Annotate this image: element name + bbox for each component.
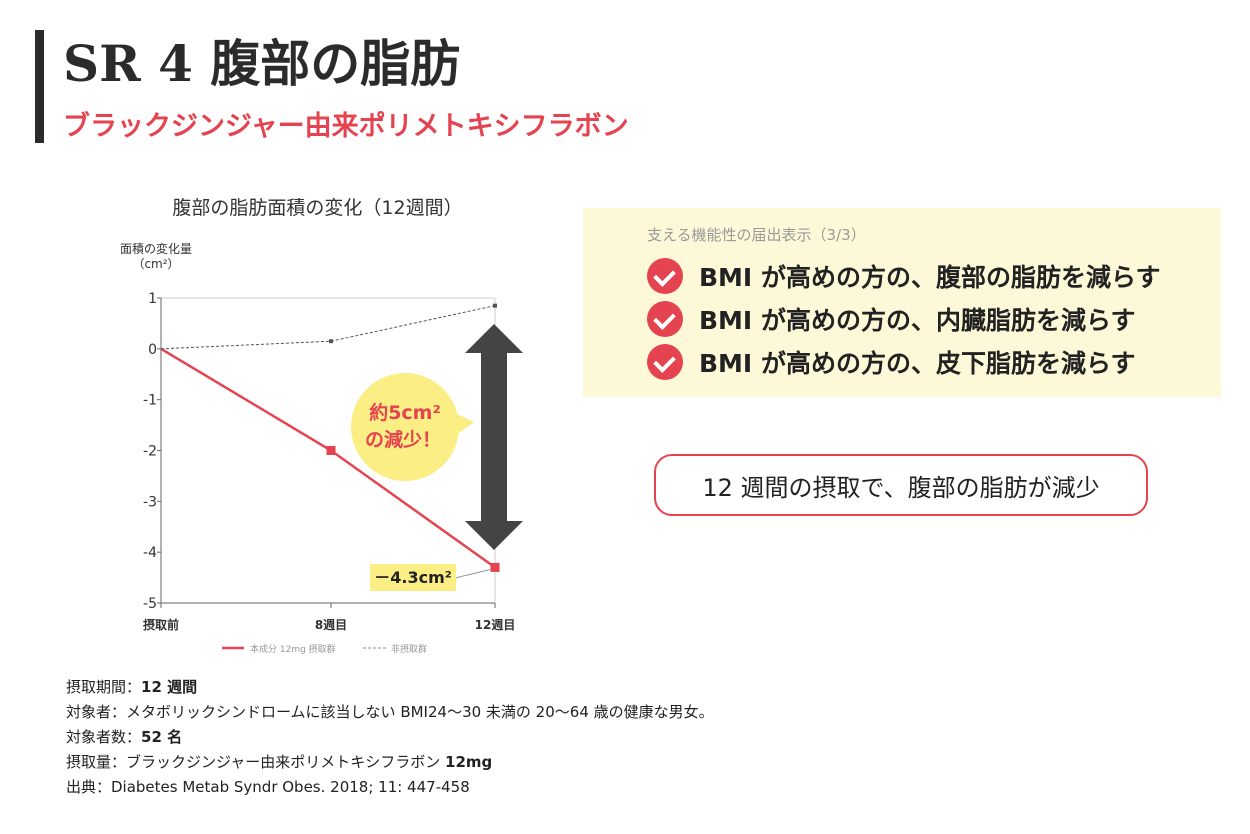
chart-title: 腹部の脂肪面積の変化（12週間） [172,197,463,219]
study-notes: 摂取期間：12 週間 対象者：メタボリックシンドロームに該当しない BMI24〜… [66,675,714,800]
page-subtitle: ブラックジンジャー由来ポリメトキシフラボン [63,111,629,142]
note-subjects: 対象者：メタボリックシンドロームに該当しない BMI24〜30 未満の 20〜6… [66,703,714,721]
y-tick-label: -5 [143,596,157,612]
callout-leader [454,568,492,579]
y-tick-label: -1 [143,393,157,409]
note-source: 出典：Diabetes Metab Syndr Obes. 2018; 11: … [66,778,470,796]
claim-text: BMI が高めの方の、皮下脂肪を減らす [699,349,1136,378]
claim-text: BMI が高めの方の、内臓脂肪を減らす [699,306,1136,335]
legend-label: 非摂取群 [391,643,427,655]
y-tick-label: -4 [143,545,157,561]
note-count: 対象者数：52 名 [66,728,183,746]
x-tick-label: 8週目 [315,617,347,632]
difference-arrow [465,324,523,550]
check-icon [647,344,683,380]
check-icon [647,258,683,294]
data-point [493,303,497,308]
y-axis-unit: （cm²） [132,257,179,271]
claims-panel: 支える機能性の届出表示（3/3） BMI が高めの方の、腹部の脂肪を減らす BM… [583,208,1221,397]
claim-item: BMI が高めの方の、内臓脂肪を減らす [647,301,1135,337]
note-period: 摂取期間：12 週間 [66,678,198,696]
check-icon [647,301,683,337]
note-dose: 摂取量：ブラックジンジャー由来ポリメトキシフラボン 12mg [66,753,493,771]
y-tick-label: -3 [143,494,157,510]
page-title: SR 4 腹部の脂肪 [63,34,461,93]
badge-pointer [455,413,474,436]
value-callout-bg [370,564,456,591]
claims-heading: 支える機能性の届出表示（3/3） [647,226,866,244]
claim-item: BMI が高めの方の、皮下脂肪を減らす [647,344,1135,380]
y-axis-label: 面積の変化量 [120,241,192,256]
claim-item: BMI が高めの方の、腹部の脂肪を減らす [647,258,1160,294]
title-accent-bar [35,30,44,143]
series-line [160,305,496,350]
legend-label: 本成分 12mg 摂取群 [250,643,336,655]
badge-text-line2: の減少！ [365,428,441,451]
x-tick-label: 12週目 [475,617,516,632]
x-tick-label: 摂取前 [143,617,179,632]
badge-text-line1: 約5cm² [369,401,441,424]
y-tick-label: -2 [143,444,157,460]
data-point [326,446,336,455]
data-point [329,339,333,344]
result-callout: 12 週間の摂取で、腹部の脂肪が減少 [654,454,1148,516]
claim-text: BMI が高めの方の、腹部の脂肪を減らす [699,263,1161,292]
y-tick-label: 1 [148,291,157,307]
data-point [490,562,500,572]
value-callout-label: －4.3cm² [374,568,452,587]
line-chart: 面積の変化量（cm²） 1 0 -1 -2 -3 -4 -5 摂取前 8週目 12週目 約5cm² の減… [120,241,523,655]
y-tick-label: 0 [148,342,157,358]
reduction-badge [351,373,459,481]
